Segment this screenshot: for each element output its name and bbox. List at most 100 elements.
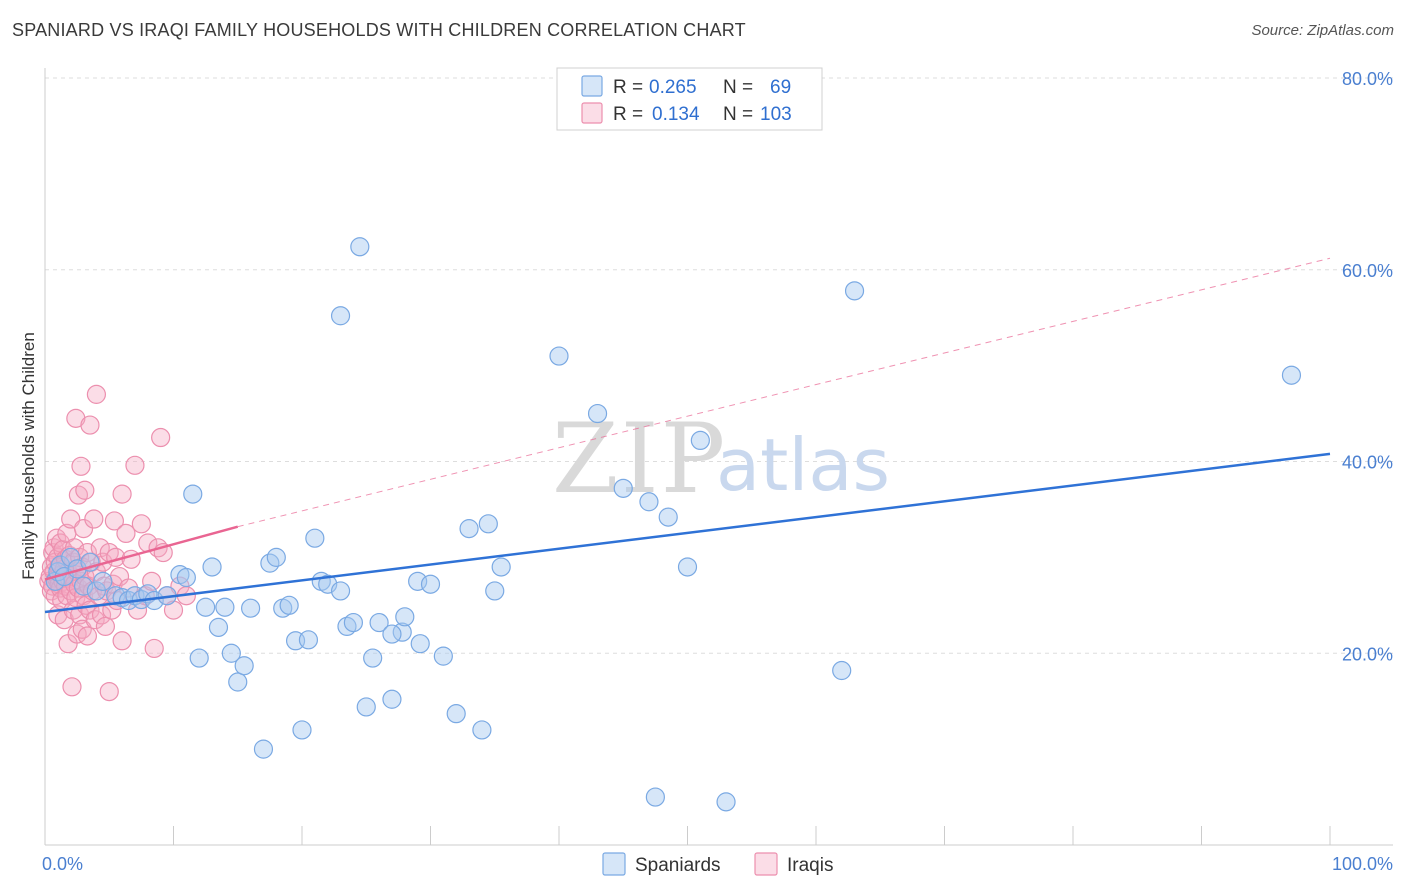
spaniard-point-54 <box>446 704 466 724</box>
spaniard-point-36 <box>292 720 312 740</box>
spaniard-point-44 <box>356 697 376 717</box>
spaniard-point-19 <box>176 567 196 588</box>
spaniard-point-22 <box>196 597 216 617</box>
bottom-legend-swatch-spaniards <box>602 852 626 876</box>
iraqi-point-77 <box>99 681 119 702</box>
series-legend: Spaniards Iraqis <box>602 852 833 876</box>
watermark: ZIP atlas <box>552 403 890 515</box>
iraqi-point-68 <box>86 384 107 404</box>
x-tick-label-1: 100.0% <box>1332 854 1393 874</box>
y-tick-label-0: 20.0% <box>1342 644 1393 664</box>
spaniard-point-68 <box>658 507 678 527</box>
y-tick-label-1: 40.0% <box>1342 453 1393 473</box>
legend-swatch-spaniards <box>581 75 603 97</box>
iraqi-point-48 <box>70 605 90 625</box>
legend-box <box>556 67 823 131</box>
y-axis-label: Family Households with Children <box>19 332 38 580</box>
chart-title: SPANIARD VS IRAQI FAMILY HOUSEHOLDS WITH… <box>12 20 746 40</box>
legend-n-value-iraqis: 103 <box>760 104 792 125</box>
spaniard-point-41 <box>330 581 351 601</box>
spaniards-points <box>45 237 1302 812</box>
iraqi-point-70 <box>90 538 110 558</box>
legend-n-value-spaniards: 69 <box>770 77 791 98</box>
spaniard-point-53 <box>433 646 453 666</box>
spaniard-point-52 <box>420 574 441 594</box>
spaniard-point-66 <box>639 492 659 512</box>
spaniard-point-21 <box>189 648 209 668</box>
spaniard-point-26 <box>221 643 241 663</box>
spaniard-point-32 <box>266 547 286 567</box>
spaniard-point-55 <box>459 519 479 539</box>
iraqi-point-56 <box>75 480 95 500</box>
spaniard-point-37 <box>298 630 319 650</box>
bottom-legend-swatch-iraqis <box>754 852 778 876</box>
spaniard-point-25 <box>215 597 235 617</box>
spaniard-point-47 <box>382 689 402 709</box>
spaniard-point-38 <box>305 528 325 548</box>
spaniard-point-34 <box>279 595 299 615</box>
spaniard-point-45 <box>363 648 383 668</box>
iraqi-point-40 <box>64 538 85 558</box>
source-label: Source: ZipAtlas.com <box>1251 22 1394 39</box>
spaniard-point-67 <box>645 787 665 807</box>
grid-layer <box>45 77 1393 654</box>
legend-n-label: N = <box>723 77 753 98</box>
spaniard-point-8 <box>86 581 107 601</box>
legend-r-label: R = <box>613 104 643 125</box>
spaniard-point-24 <box>208 617 229 637</box>
spaniard-point-59 <box>485 581 505 601</box>
spaniard-point-58 <box>491 557 511 577</box>
y-tick-label-2: 60.0% <box>1342 261 1393 281</box>
spaniard-point-73 <box>844 281 865 301</box>
iraqi-point-89 <box>125 455 145 475</box>
spaniard-point-70 <box>690 430 710 451</box>
trend-lines <box>44 257 1331 614</box>
spaniard-point-56 <box>472 720 492 740</box>
y-tick-label-3: 80.0% <box>1342 69 1393 89</box>
spaniard-point-69 <box>677 557 698 577</box>
spaniard-point-4 <box>61 547 81 567</box>
spaniard-point-20 <box>183 484 203 504</box>
iraqis-trend-extension <box>237 257 1331 528</box>
iraqi-point-94 <box>142 571 162 591</box>
x-tick-label-0: 0.0% <box>42 854 83 874</box>
iraqi-point-61 <box>80 415 100 435</box>
axis-layer <box>44 68 1393 846</box>
spaniard-point-46 <box>369 612 389 633</box>
spaniard-point-30 <box>253 739 274 759</box>
spaniard-point-6 <box>73 576 94 596</box>
spaniard-point-29 <box>241 598 261 618</box>
iraqi-point-59 <box>77 626 98 646</box>
spaniard-point-51 <box>410 634 430 654</box>
spaniard-point-27 <box>228 672 248 692</box>
iraqi-point-36 <box>62 677 82 697</box>
iraqi-point-50 <box>71 456 91 476</box>
spaniard-point-28 <box>234 656 254 676</box>
iraqi-point-80 <box>104 511 124 531</box>
x-tick-labels: 0.0% 100.0% <box>42 854 1393 874</box>
spaniards-trend-line <box>44 452 1331 614</box>
spaniard-point-61 <box>330 306 351 326</box>
iraqi-point-100 <box>163 600 184 620</box>
iraqis-points <box>39 384 196 702</box>
legend-r-label: R = <box>613 77 643 98</box>
iraqi-point-95 <box>144 638 164 659</box>
y-tick-labels: 20.0% 40.0% 60.0% 80.0% <box>1342 69 1393 664</box>
watermark-zip: ZIP <box>552 403 727 515</box>
spaniard-point-64 <box>587 403 608 424</box>
iraqi-point-74 <box>95 616 115 637</box>
spaniard-point-65 <box>613 478 633 498</box>
spaniard-point-60 <box>382 624 402 644</box>
correlation-legend: R = 0.265 N = 69 R = 0.134 N = 103 <box>556 67 823 131</box>
spaniard-point-57 <box>478 514 498 534</box>
iraqi-point-84 <box>112 484 132 504</box>
legend-r-value-spaniards: 0.265 <box>649 77 697 98</box>
spaniard-point-49 <box>395 607 415 627</box>
spaniard-point-71 <box>716 792 736 812</box>
iraqi-point-54 <box>73 519 94 539</box>
legend-n-label: N = <box>723 104 753 125</box>
spaniard-point-72 <box>832 660 852 681</box>
iraqi-point-34 <box>61 509 81 529</box>
iraqis-trend-line <box>44 525 239 581</box>
